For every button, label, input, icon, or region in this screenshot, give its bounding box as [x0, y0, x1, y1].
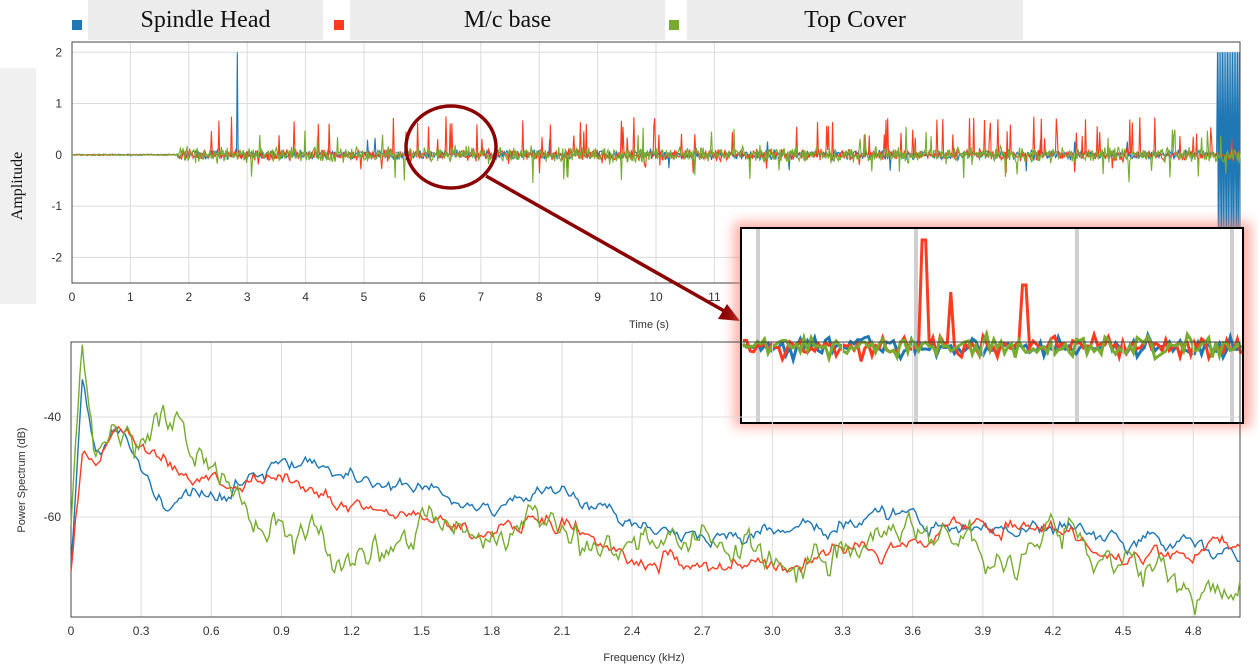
freq-y-tick-label: -40: [44, 410, 62, 424]
y-axis-label-panel: [0, 68, 36, 304]
time-y-tick-label: 1: [55, 97, 62, 111]
time-x-tick-label: 6: [419, 290, 426, 304]
legend-swatch-mc-base: [334, 20, 344, 30]
freq-x-tick-label: 4.5: [1115, 624, 1132, 638]
legend-swatch-top-cover: [669, 20, 679, 30]
freq-x-tick-label: 3.9: [974, 624, 991, 638]
freq-x-tick-label: 1.5: [413, 624, 430, 638]
time-x-tick-label: 3: [244, 290, 251, 304]
time-x-tick-label: 11: [708, 290, 721, 304]
time-x-tick-label: 0: [69, 290, 76, 304]
inset-series-top-cover: [741, 328, 1243, 364]
time-y-tick-label: 2: [55, 45, 62, 59]
freq-x-tick-label: 3.6: [904, 624, 921, 638]
callout-arrow-line: [485, 174, 727, 314]
freq-x-axis-label: Frequency (kHz): [603, 652, 685, 664]
time-x-tick-label: 9: [594, 290, 601, 304]
freq-x-tick-label: 2.4: [624, 624, 641, 638]
inset-frame: [740, 227, 1244, 424]
freq-x-tick-label: 1.2: [343, 624, 360, 638]
legend-label-spindle-head: Spindle Head: [88, 0, 323, 40]
callout-circle: [404, 104, 498, 190]
freq-x-tick-label: 3.3: [834, 624, 851, 638]
time-x-tick-label: 7: [477, 290, 484, 304]
time-y-tick-label: -2: [51, 250, 62, 264]
time-x-tick-label: 8: [536, 290, 543, 304]
time-y-tick-label: 0: [55, 148, 62, 162]
time-x-tick-label: 10: [649, 290, 663, 304]
freq-plot-frame: [70, 341, 1241, 618]
legend-label-top-cover: Top Cover: [687, 0, 1023, 40]
freq-x-tick-label: 0.6: [203, 624, 220, 638]
freq-x-tick-label: 2.1: [554, 624, 571, 638]
freq-series-spindle-head: [70, 379, 1240, 564]
freq-x-tick-label: 3.0: [764, 624, 781, 638]
legend-swatch-spindle-head: [72, 20, 82, 30]
time-x-tick-label: 2: [185, 290, 192, 304]
freq-y-tick-label: -60: [44, 510, 62, 524]
freq-x-tick-label: 1.8: [483, 624, 500, 638]
time-y-tick-label: -1: [51, 199, 62, 213]
freq-x-tick-label: 4.8: [1185, 624, 1202, 638]
time-series-top-cover: [71, 126, 1241, 184]
freq-x-tick-label: 2.7: [694, 624, 711, 638]
time-x-axis-label: Time (s): [629, 319, 669, 331]
freq-series-mc-base: [70, 425, 1241, 576]
freq-x-tick-label: 0.3: [133, 624, 150, 638]
freq-x-tick-label: 0: [68, 624, 75, 638]
time-x-tick-label: 1: [127, 290, 134, 304]
freq-series-top-cover: [70, 344, 1241, 616]
freq-x-tick-label: 0.9: [273, 624, 290, 638]
freq-y-axis-label: Power Spectrum (dB): [16, 427, 28, 533]
time-x-tick-label: 5: [361, 290, 368, 304]
freq-x-tick-label: 4.2: [1045, 624, 1062, 638]
time-x-tick-label: 4: [302, 290, 309, 304]
legend-label-mc-base: M/c base: [350, 0, 665, 40]
